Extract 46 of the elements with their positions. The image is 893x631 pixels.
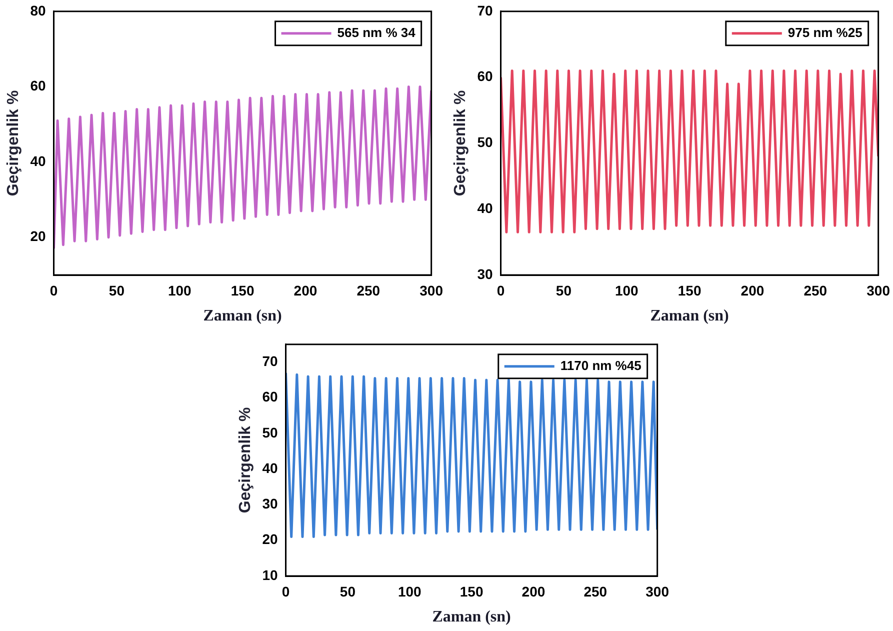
- y-tick-label: 60: [262, 388, 278, 405]
- x-tick-label: 250: [584, 583, 608, 600]
- x-tick-label: 100: [168, 282, 192, 298]
- y-tick-label: 70: [262, 353, 278, 370]
- y-tick-label: 40: [262, 460, 278, 476]
- y-axis-title: Geçirgenlik %: [5, 90, 22, 196]
- x-tick-label: 150: [678, 282, 702, 298]
- y-tick-label: 40: [30, 152, 46, 169]
- y-tick-label: 40: [477, 200, 493, 216]
- x-tick-label: 300: [420, 282, 444, 298]
- x-tick-label: 50: [556, 282, 572, 298]
- y-tick-label: 60: [477, 68, 493, 84]
- x-tick-label: 300: [866, 282, 890, 298]
- x-tick-label: 250: [804, 282, 828, 298]
- y-axis-title: Geçirgenlik %: [452, 90, 470, 196]
- x-tick-label: 200: [294, 282, 318, 298]
- y-tick-label: 30: [262, 496, 278, 512]
- x-tick-label: 0: [496, 282, 505, 298]
- legend-label: 565 nm % 34: [337, 24, 416, 40]
- x-axis-title: Zaman (sn): [203, 308, 282, 325]
- y-tick-label: 70: [477, 2, 493, 18]
- y-tick-label: 60: [30, 78, 46, 94]
- x-tick-label: 50: [340, 583, 356, 600]
- x-tick-label: 250: [356, 282, 380, 298]
- x-tick-label: 150: [230, 282, 254, 298]
- y-tick-label: 50: [477, 134, 493, 150]
- x-axis-title: Zaman (sn): [432, 608, 511, 626]
- x-tick-label: 200: [522, 583, 546, 600]
- x-axis-title: Zaman (sn): [650, 308, 729, 325]
- x-tick-label: 200: [740, 282, 764, 298]
- legend-label: 1170 nm %45: [560, 358, 642, 373]
- x-tick-label: 300: [646, 583, 670, 600]
- x-tick-label: 0: [282, 583, 290, 600]
- y-tick-label: 10: [262, 566, 278, 583]
- y-tick-label: 30: [477, 266, 493, 282]
- legend-label: 975 nm %25: [788, 24, 862, 40]
- y-tick-label: 20: [262, 531, 278, 548]
- y-tick-label: 20: [30, 228, 46, 244]
- y-axis-title: Geçirgenlik %: [237, 407, 254, 514]
- x-tick-label: 150: [460, 583, 484, 600]
- x-tick-label: 100: [398, 583, 422, 600]
- y-tick-label: 80: [30, 2, 46, 18]
- y-tick-label: 50: [262, 424, 278, 440]
- x-tick-label: 0: [50, 282, 58, 298]
- x-tick-label: 100: [614, 282, 639, 298]
- x-tick-label: 50: [108, 282, 125, 298]
